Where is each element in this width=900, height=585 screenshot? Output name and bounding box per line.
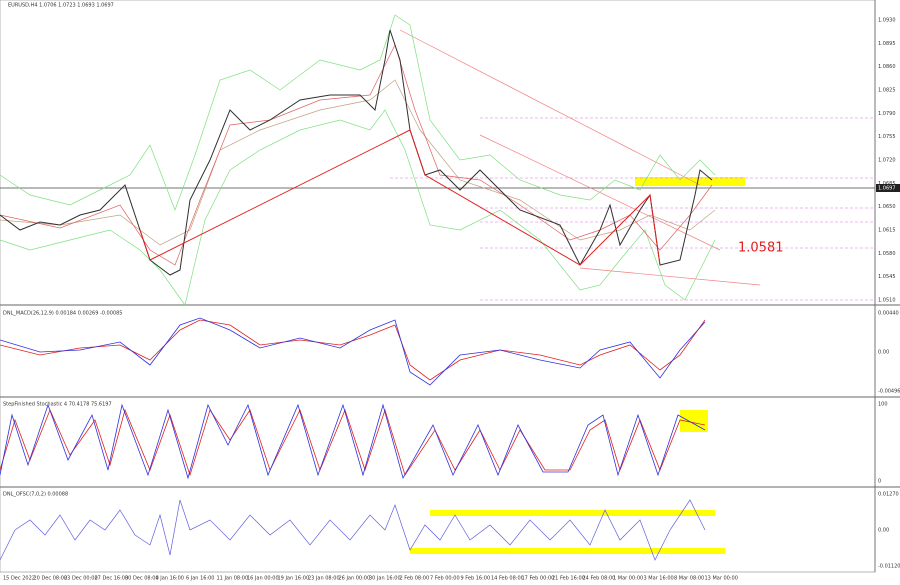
pane-tick-label: 100 bbox=[878, 402, 888, 408]
pane-tick-label: -0.00496 bbox=[878, 389, 900, 395]
plot-frame bbox=[0, 0, 876, 573]
price-tick-label: 1.0510 bbox=[878, 298, 896, 304]
price-line-down bbox=[139, 129, 661, 266]
date-tick-label: 7 Feb 00:00 bbox=[430, 576, 460, 582]
pane-tick-label: 0.01270 bbox=[878, 492, 899, 498]
highlight-zone bbox=[430, 510, 715, 516]
current-price-box bbox=[876, 184, 900, 192]
price-tick-label: 1.0860 bbox=[878, 64, 896, 70]
date-tick-label: 15 Dec 2022 bbox=[3, 576, 35, 582]
date-tick-label: 23 Dec 00:00 bbox=[64, 576, 98, 582]
current-price-label: 1.0697 bbox=[878, 186, 896, 192]
chart-header: EURUSD,H4 1.0706 1.0723 1.0693 1.0697 bbox=[8, 3, 114, 9]
stochastic-signal bbox=[0, 408, 706, 477]
moving-average bbox=[0, 79, 716, 246]
date-tick-label: 8 Mar 08:00 bbox=[674, 576, 704, 582]
date-tick-label: 30 Dec 08:00 bbox=[125, 576, 159, 582]
date-tick-label: 19 Jan 16:00 bbox=[278, 576, 310, 582]
pane-tick-label: 0.00 bbox=[878, 528, 889, 534]
highlight-zone bbox=[410, 548, 725, 554]
price-tick-label: 1.0930 bbox=[878, 18, 896, 24]
price-tick-label: 1.0685 bbox=[878, 181, 896, 187]
date-tick-label: 2 Feb 08:00 bbox=[400, 576, 430, 582]
date-tick-label: 26 Jan 00:00 bbox=[339, 576, 371, 582]
date-tick-label: 17 Feb 00:00 bbox=[522, 576, 555, 582]
price-tick-label: 1.0895 bbox=[878, 41, 896, 47]
trend-lines bbox=[399, 29, 761, 286]
macd-signal bbox=[0, 319, 706, 381]
macd-line bbox=[0, 317, 706, 386]
price-tick-label: 1.0720 bbox=[878, 158, 896, 164]
pane-title: DNL_MACD(26,12,9) 0.00184 0.00269 -0.000… bbox=[3, 311, 122, 317]
date-tick-label: 21 Feb 16:00 bbox=[552, 576, 585, 582]
price-tick-label: 1.0650 bbox=[878, 204, 896, 210]
date-tick-label: 14 Feb 08:00 bbox=[491, 576, 524, 582]
date-tick-label: 23 Jan 08:00 bbox=[308, 576, 340, 582]
oscillator-line bbox=[0, 499, 706, 561]
pane-title: StepFinished Stochastic 4 70.4178 75.619… bbox=[3, 402, 112, 408]
fib-levels bbox=[390, 117, 875, 301]
pane-title: DNL_OFSC(7,0,2) 0.00088 bbox=[3, 492, 68, 498]
pane-tick-label: 0.00 bbox=[878, 350, 889, 356]
stochastic-main bbox=[0, 403, 706, 480]
date-tick-label: 30 Jan 16:00 bbox=[369, 576, 401, 582]
date-tick-label: 4 Jan 16:00 bbox=[156, 576, 184, 582]
date-tick-label: 24 Feb 08:00 bbox=[583, 576, 616, 582]
price-tick-label: 1.0580 bbox=[878, 251, 896, 257]
highlight-zone bbox=[680, 410, 708, 432]
price-annotation: 1.0581 bbox=[738, 241, 784, 256]
date-tick-label: 16 Jan 00:00 bbox=[247, 576, 279, 582]
date-tick-label: 13 Mar 00:00 bbox=[705, 576, 738, 582]
date-tick-label: 1 Mar 00:00 bbox=[613, 576, 643, 582]
price-tick-label: 1.0790 bbox=[878, 111, 896, 117]
pane-tick-label: 0.00440 bbox=[878, 311, 899, 317]
price-tick-label: 1.0755 bbox=[878, 134, 896, 140]
date-tick-label: 20 Dec 08:00 bbox=[34, 576, 68, 582]
envelope-upper bbox=[0, 14, 716, 211]
price-tick-label: 1.0545 bbox=[878, 274, 896, 280]
price-tick-label: 1.0825 bbox=[878, 88, 896, 94]
pane-tick-label: -0.01120 bbox=[878, 564, 900, 570]
envelope-lower bbox=[0, 109, 716, 306]
date-tick-label: 3 Mar 16:00 bbox=[644, 576, 674, 582]
date-tick-label: 6 Jan 16:00 bbox=[186, 576, 214, 582]
price-tick-label: 1.0615 bbox=[878, 228, 896, 234]
date-tick-label: 27 Dec 16:00 bbox=[95, 576, 129, 582]
highlight-zone bbox=[635, 177, 745, 186]
pane-tick-label: 0 bbox=[878, 479, 881, 485]
date-tick-label: 11 Jan 08:00 bbox=[217, 576, 249, 582]
date-tick-label: 9 Feb 16:00 bbox=[461, 576, 491, 582]
price-line bbox=[0, 29, 713, 276]
